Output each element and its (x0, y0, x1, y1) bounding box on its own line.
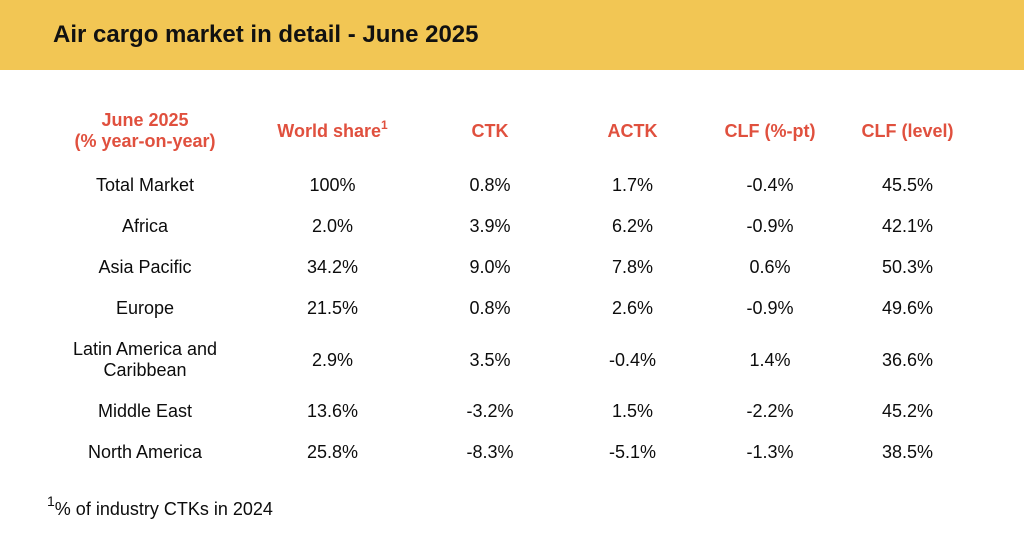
region-cell: Africa (121, 216, 168, 236)
table-row-latin-america-caribbean: Latin America and Caribbean 2.9% 3.5% -0… (40, 329, 975, 391)
clf-pt-cell: -0.4% (746, 175, 794, 195)
clf-pt-cell: -1.3% (746, 442, 794, 462)
ctk-cell: 9.0% (469, 257, 511, 277)
table-row-total-market: Total Market 100% 0.8% 1.7% -0.4% 45.5% (40, 165, 975, 206)
clf-pt-cell: 0.6% (749, 257, 791, 277)
table-header: June 2025 (% year-on-year) World share1 … (40, 100, 975, 165)
header-row: June 2025 (% year-on-year) World share1 … (40, 100, 975, 165)
actk-cell: -5.1% (608, 442, 657, 462)
region-cell: Latin America and Caribbean (72, 339, 218, 380)
header-region-line1: June 2025 (101, 110, 189, 130)
world-share-cell: 34.2% (306, 257, 359, 277)
actk-cell: 6.2% (611, 216, 654, 236)
footnote-text: % of industry CTKs in 2024 (54, 499, 273, 519)
header-region-line2: (% year-on-year) (74, 131, 216, 151)
clf-level-cell: 45.2% (881, 401, 934, 421)
table-body: Total Market 100% 0.8% 1.7% -0.4% 45.5% … (40, 165, 975, 473)
world-share-footnote-marker: 1 (381, 117, 388, 132)
clf-pt-cell: 1.4% (749, 349, 791, 370)
column-header-clf-level: CLF (level) (861, 120, 954, 141)
footnote-marker: 1 (47, 493, 55, 509)
region-cell: Middle East (97, 401, 193, 421)
clf-level-cell: 38.5% (881, 442, 934, 462)
column-header-clf-pt: CLF (%-pt) (724, 120, 816, 141)
ctk-cell: 0.8% (469, 298, 511, 318)
footnote: 1% of industry CTKs in 2024 (47, 494, 1024, 520)
region-cell: Europe (115, 298, 175, 318)
world-share-cell: 13.6% (306, 401, 359, 421)
actk-cell: 1.7% (611, 175, 654, 195)
world-share-cell: 100% (309, 175, 356, 195)
ctk-cell: 3.9% (469, 216, 511, 236)
column-header-region: June 2025 (% year-on-year) (40, 100, 250, 165)
clf-level-cell: 50.3% (881, 257, 934, 277)
ctk-cell: 0.8% (469, 175, 511, 195)
column-header-world-share: World share1 (277, 117, 388, 141)
table-row-middle-east: Middle East 13.6% -3.2% 1.5% -2.2% 45.2% (40, 391, 975, 432)
clf-pt-cell: -0.9% (746, 298, 794, 318)
region-cell: Asia Pacific (98, 257, 192, 277)
table-row-asia-pacific: Asia Pacific 34.2% 9.0% 7.8% 0.6% 50.3% (40, 247, 975, 288)
air-cargo-market-table: June 2025 (% year-on-year) World share1 … (40, 100, 975, 473)
actk-cell: 1.5% (611, 401, 654, 421)
title-banner: Air cargo market in detail - June 2025 (0, 0, 1024, 70)
ctk-cell: 3.5% (469, 349, 511, 370)
actk-cell: 7.8% (611, 257, 654, 277)
clf-level-cell: 36.6% (881, 349, 934, 370)
clf-level-cell: 42.1% (881, 216, 934, 236)
page-title: Air cargo market in detail - June 2025 (53, 21, 479, 48)
ctk-cell: -3.2% (466, 401, 514, 421)
region-cell: Total Market (95, 175, 195, 195)
clf-pt-cell: -0.9% (746, 216, 794, 236)
table-row-north-america: North America 25.8% -8.3% -5.1% -1.3% 38… (40, 432, 975, 473)
world-share-cell: 21.5% (306, 298, 359, 318)
world-share-cell: 2.0% (311, 216, 354, 236)
clf-pt-cell: -2.2% (746, 401, 794, 421)
region-cell: North America (87, 442, 203, 462)
actk-cell: -0.4% (608, 349, 657, 370)
world-share-cell: 25.8% (306, 442, 359, 462)
column-header-ctk: CTK (471, 120, 509, 141)
table-row-africa: Africa 2.0% 3.9% 6.2% -0.9% 42.1% (40, 206, 975, 247)
actk-cell: 2.6% (611, 298, 654, 318)
table-row-europe: Europe 21.5% 0.8% 2.6% -0.9% 49.6% (40, 288, 975, 329)
clf-level-cell: 45.5% (881, 175, 934, 195)
world-share-cell: 2.9% (311, 349, 354, 370)
clf-level-cell: 49.6% (881, 298, 934, 318)
column-header-actk: ACTK (607, 120, 658, 141)
ctk-cell: -8.3% (466, 442, 514, 462)
